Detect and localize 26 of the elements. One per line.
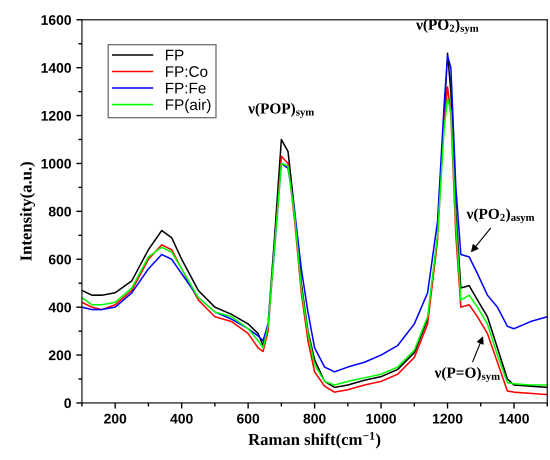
annotation: ν(PO$_{2}$)$_{sym}$ <box>416 19 478 34</box>
x-tick-label: 1200 <box>432 414 462 424</box>
y-tick-label: 800 <box>48 206 71 217</box>
x-tick-label: 1000 <box>366 414 396 424</box>
annotation: ν(POP)$_{sym}$ <box>248 102 314 118</box>
x-tick-label: 1400 <box>499 414 529 424</box>
annotation: ν(PO$_{2}$)$_{asym}$ <box>466 208 534 224</box>
legend-label: FP(air) <box>166 98 210 114</box>
x-axis-title: Raman shift(cm$^{−1}$) <box>248 432 380 448</box>
x-tick-label: 400 <box>170 414 193 424</box>
y-tick-label: 1000 <box>42 158 71 169</box>
y-axis-title: Intensity(a.u.) <box>20 162 36 261</box>
y-tick-label: 600 <box>48 254 71 264</box>
y-tick-label: 200 <box>48 350 71 360</box>
annotation: ν(P=O)$_{sym}$ <box>434 367 500 382</box>
legend-label: FP:Fe <box>166 82 206 94</box>
legend-label: FP <box>166 50 184 60</box>
y-tick-label: 400 <box>48 302 71 312</box>
y-tick-label: 1200 <box>42 110 71 121</box>
x-tick-label: 600 <box>237 414 260 424</box>
x-tick-label: 800 <box>303 414 326 424</box>
x-tick-label: 200 <box>104 414 126 424</box>
y-tick-label: 0 <box>64 398 71 408</box>
y-tick-label: 1400 <box>42 63 71 73</box>
legend-label: FP:Co <box>166 66 208 77</box>
y-tick-label: 1600 <box>42 15 71 25</box>
